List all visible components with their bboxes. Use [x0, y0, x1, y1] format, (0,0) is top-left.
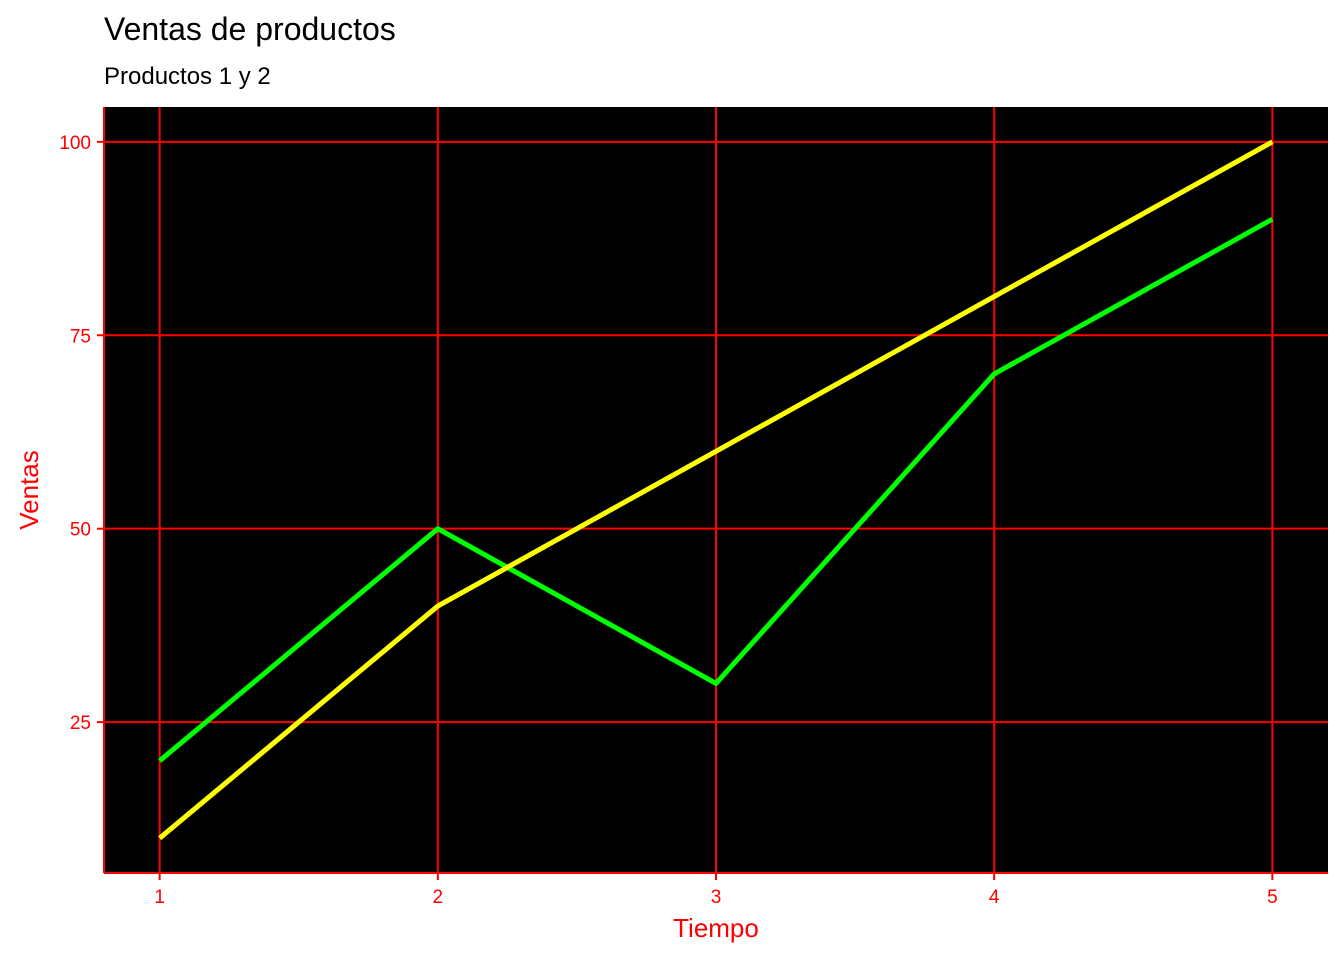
y-tick-label: 25	[70, 713, 91, 734]
y-tick-label: 50	[70, 520, 91, 541]
x-tick-label: 3	[711, 887, 722, 908]
x-tick-label: 5	[1267, 887, 1278, 908]
y-tick-label: 100	[59, 133, 91, 154]
chart-subtitle: Productos 1 y 2	[104, 63, 271, 90]
x-tick-label: 1	[154, 887, 165, 908]
x-axis-title: Tiempo	[673, 913, 759, 943]
series-lines	[158, 139, 1274, 841]
y-axis-title: Ventas	[14, 450, 44, 530]
axis-ticks: 1 2 3 4 5 25 50 75 100	[59, 133, 1277, 908]
series-line-2	[158, 139, 1274, 841]
grid-lines	[104, 107, 1328, 873]
x-tick-label: 4	[989, 887, 1000, 908]
series-line-1	[158, 217, 1274, 763]
chart-title: Ventas de productos	[104, 11, 396, 47]
y-tick-label: 75	[70, 326, 91, 347]
x-tick-label: 2	[433, 887, 444, 908]
